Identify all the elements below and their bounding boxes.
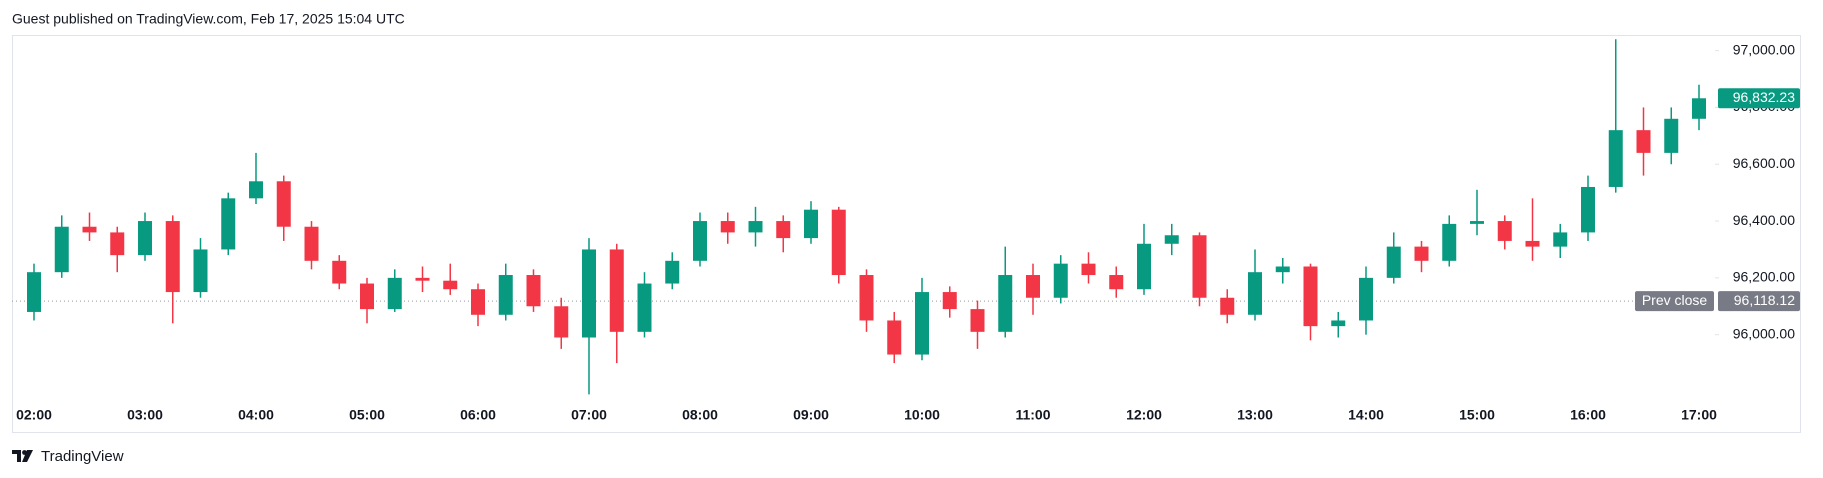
candle-body xyxy=(609,249,624,332)
x-tick-label: 03:00 xyxy=(127,407,163,423)
candle-body xyxy=(1026,275,1040,298)
candle-body xyxy=(387,277,402,310)
candle-body xyxy=(1636,130,1651,153)
candle-body xyxy=(498,275,513,315)
x-tick-label: 13:00 xyxy=(1237,407,1273,423)
logo xyxy=(12,450,33,462)
x-tick-label: 06:00 xyxy=(460,407,496,423)
candle-body xyxy=(27,272,41,312)
y-tick-label: 97,000.00 xyxy=(1733,41,1795,57)
candle-body xyxy=(1220,297,1235,315)
candle-body xyxy=(1608,130,1623,187)
x-tick-label: 12:00 xyxy=(1126,407,1162,423)
candle-body xyxy=(276,181,291,227)
candle-body xyxy=(1303,266,1318,327)
candle-body xyxy=(110,232,125,256)
candle-body xyxy=(54,226,69,273)
x-tick-label: 14:00 xyxy=(1348,407,1384,423)
candle-body xyxy=(193,249,208,293)
candle-body xyxy=(804,209,818,239)
x-tick-label: 16:00 xyxy=(1570,407,1606,423)
footer-brand: TradingView xyxy=(41,448,124,465)
candle-body xyxy=(887,320,902,355)
candle-body xyxy=(748,221,763,233)
chart-frame xyxy=(12,35,1801,433)
candle-body xyxy=(221,198,236,250)
header: Guest published on TradingView.com, Feb … xyxy=(12,11,405,27)
candle-body xyxy=(859,275,874,321)
candle-body xyxy=(1664,118,1679,153)
candle-body xyxy=(1248,272,1262,315)
last-price-label: 96,832.23 xyxy=(1733,89,1795,105)
candle-body xyxy=(1581,186,1595,233)
y-tick-label: 96,000.00 xyxy=(1733,325,1795,341)
candle-body xyxy=(693,221,707,261)
x-tick-label: 08:00 xyxy=(682,407,718,423)
candle-body xyxy=(443,280,458,290)
candle-body xyxy=(1359,277,1373,321)
candle-body xyxy=(1553,232,1568,247)
candle-body xyxy=(915,292,929,355)
candle-body xyxy=(1470,221,1484,224)
candle-body xyxy=(1053,263,1068,298)
candle-body xyxy=(554,306,569,338)
candle-body xyxy=(82,226,97,233)
candle-body xyxy=(138,221,152,256)
candle-body xyxy=(665,260,680,284)
candle-body xyxy=(998,275,1013,332)
prev-close-tag xyxy=(1635,291,1714,312)
candle-body xyxy=(360,283,374,310)
candle-body xyxy=(1275,266,1290,273)
y-tick-label: 96,200.00 xyxy=(1733,269,1795,285)
y-tick-label: 96,400.00 xyxy=(1733,212,1795,228)
candle-body xyxy=(720,221,735,233)
y-tick-label: 96,600.00 xyxy=(1733,155,1795,171)
prev-close-value-box xyxy=(1718,291,1800,312)
candle-body xyxy=(776,221,791,239)
candle-body xyxy=(831,209,846,276)
candle-body xyxy=(249,181,263,199)
candle-body xyxy=(1525,240,1540,247)
prev-close-value: 96,118.12 xyxy=(1734,292,1795,308)
candle-body xyxy=(471,289,485,315)
candle-body xyxy=(1164,235,1179,244)
x-tick-label: 05:00 xyxy=(349,407,385,423)
x-tick-label: 02:00 xyxy=(16,407,52,423)
candle-body xyxy=(1137,243,1151,290)
candle-body xyxy=(1692,98,1706,119)
candle-body xyxy=(1386,246,1401,278)
candle-body xyxy=(1192,235,1207,298)
x-tick-label: 04:00 xyxy=(238,407,274,423)
candle-body xyxy=(1442,223,1457,261)
candle-body xyxy=(942,292,957,310)
prev-close-name: Prev close xyxy=(1642,292,1708,308)
candle-body xyxy=(1414,246,1429,261)
candle-body xyxy=(415,277,430,281)
x-tick-label: 10:00 xyxy=(904,407,940,423)
x-tick-label: 15:00 xyxy=(1459,407,1495,423)
candle-body xyxy=(637,283,652,332)
x-tick-label: 11:00 xyxy=(1015,407,1050,423)
x-tick-label: 17:00 xyxy=(1681,407,1717,423)
candle-body xyxy=(970,309,985,332)
candle-body xyxy=(332,260,347,284)
candle-body xyxy=(165,221,180,293)
candle-body xyxy=(526,275,541,307)
candle-body xyxy=(1081,263,1096,276)
candle-body xyxy=(1331,320,1346,327)
candle-body xyxy=(304,226,319,261)
candle-body xyxy=(1497,221,1512,241)
x-tick-label: 09:00 xyxy=(793,407,829,423)
last-price-box xyxy=(1718,88,1800,109)
candle-body xyxy=(582,249,596,338)
candle-body xyxy=(1109,275,1124,290)
x-tick-label: 07:00 xyxy=(571,407,607,423)
